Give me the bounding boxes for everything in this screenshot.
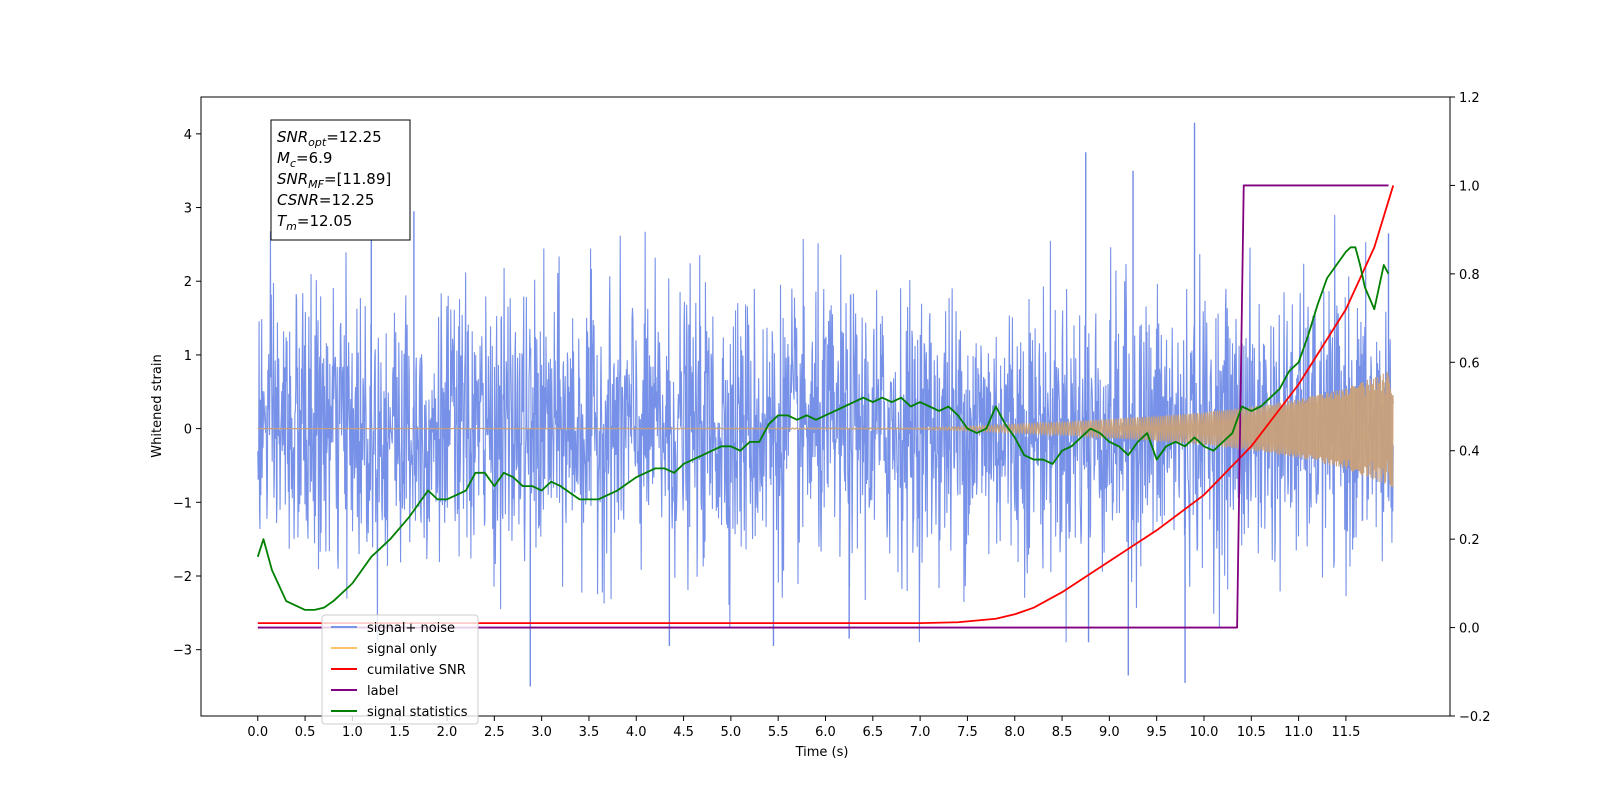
x-tick-label-17: 8.5 bbox=[1052, 725, 1073, 740]
annotation-line-3: CSNR=12.25 bbox=[277, 191, 374, 209]
y-tick-label-0: 4 bbox=[184, 128, 192, 143]
legend-label-4: signal statistics bbox=[367, 705, 468, 720]
series-signal-statistics-line bbox=[256, 246, 1390, 611]
y2-tick-label-2: 0.8 bbox=[1459, 268, 1480, 283]
y-tick-label-1: 3 bbox=[184, 202, 192, 217]
x-axis: 0.0 0.5 1.0 1.5 2.0 2.5 3.0 3.5 4.0 4.5 5.0 5.5 6.0 6… bbox=[247, 716, 1360, 740]
x-tick-label-10: 5.0 bbox=[721, 725, 742, 740]
annotation-line-2: SNRMF=[11.89] bbox=[277, 170, 391, 191]
annotation-line-0-value: =12.25 bbox=[326, 128, 382, 146]
annotation-line-0-sub: opt bbox=[308, 136, 327, 149]
x-tick-label-6: 3.0 bbox=[531, 725, 552, 740]
x-tick-label-0: 0.0 bbox=[247, 725, 268, 740]
legend-frame bbox=[321, 614, 479, 725]
annotation-line-1-main: M bbox=[277, 149, 290, 167]
x-tick-label-9: 4.5 bbox=[673, 725, 694, 740]
annotation-line-4: Tm=12.05 bbox=[277, 212, 352, 233]
x-tick-label-18: 9.0 bbox=[1099, 725, 1120, 740]
annotation-box-frame bbox=[270, 119, 411, 241]
x-tick-label-21: 10.5 bbox=[1237, 725, 1266, 740]
y2-tick-label-7: −0.2 bbox=[1459, 710, 1491, 725]
x-tick-label-2: 1.0 bbox=[342, 725, 363, 740]
x-axis-label: Time (s) bbox=[795, 745, 849, 760]
x-tick-label-11: 5.5 bbox=[768, 725, 789, 740]
legend-label-2: cumilative SNR bbox=[367, 663, 466, 678]
annotation-line-1-value: =6.9 bbox=[296, 149, 332, 167]
annotation-line-1-sub: c bbox=[290, 157, 296, 170]
x-tick-label-16: 8.0 bbox=[1004, 725, 1025, 740]
annotation-line-4-sub: m bbox=[286, 220, 297, 233]
y-axis-right: 1.2 1.0 0.8 0.6 0.4 0.2 0.0 −0.2 bbox=[1450, 91, 1491, 725]
annotation-line-0: SNRopt=12.25 bbox=[277, 128, 382, 149]
legend-label-1: signal only bbox=[367, 642, 437, 657]
legend: signal+ noise signal only cumilative SNR la… bbox=[321, 614, 479, 725]
y2-tick-label-4: 0.4 bbox=[1459, 445, 1480, 460]
y-tick-label-6: −2 bbox=[173, 570, 192, 585]
x-tick-label-3: 1.5 bbox=[389, 725, 410, 740]
annotation-line-1: Mc=6.9 bbox=[277, 149, 332, 170]
y2-tick-label-1: 1.0 bbox=[1459, 179, 1480, 194]
y-axis-label: Whitened strain bbox=[150, 354, 165, 457]
y2-tick-label-5: 0.2 bbox=[1459, 533, 1480, 548]
annotation-line-0-main: SNR bbox=[277, 128, 308, 146]
annotation-line-4-value: =12.05 bbox=[297, 212, 353, 230]
x-tick-label-19: 9.5 bbox=[1146, 725, 1167, 740]
x-tick-label-20: 10.0 bbox=[1190, 725, 1219, 740]
y-axis-left: 4 3 2 1 0 −1 −2 −3 bbox=[173, 128, 201, 659]
y-tick-label-5: −1 bbox=[173, 496, 192, 511]
x-tick-label-15: 7.5 bbox=[957, 725, 978, 740]
y-tick-label-4: 0 bbox=[184, 423, 192, 438]
x-tick-label-7: 3.5 bbox=[579, 725, 600, 740]
x-tick-label-8: 4.0 bbox=[626, 725, 647, 740]
series-layer bbox=[256, 122, 1395, 687]
x-tick-label-1: 0.5 bbox=[295, 725, 316, 740]
x-tick-label-12: 6.0 bbox=[815, 725, 836, 740]
series-signal-noise-line bbox=[257, 214, 1394, 643]
x-tick-label-23: 11.5 bbox=[1331, 725, 1360, 740]
series-cumilative-snr-line bbox=[257, 185, 1395, 625]
x-tick-label-13: 6.5 bbox=[862, 725, 883, 740]
series-signal-only-line bbox=[257, 372, 1394, 488]
y-tick-label-7: −3 bbox=[173, 644, 192, 659]
legend-label-0: signal+ noise bbox=[367, 621, 455, 636]
legend-label-3: label bbox=[367, 684, 398, 699]
x-tick-label-14: 7.0 bbox=[910, 725, 931, 740]
annotation-line-3-value: =12.25 bbox=[319, 191, 375, 209]
annotation-line-4-main: T bbox=[277, 212, 288, 230]
annotation-line-2-value: =[11.89] bbox=[324, 170, 391, 188]
stats-annotation-box: SNRopt=12.25Mc=6.9SNRMF=[11.89]CSNR=12.2… bbox=[270, 119, 411, 241]
annotation-line-2-main: SNR bbox=[277, 170, 308, 188]
y-tick-label-3: 1 bbox=[184, 349, 192, 364]
y-tick-label-2: 2 bbox=[184, 275, 192, 290]
x-tick-label-22: 11.0 bbox=[1284, 725, 1313, 740]
annotation-line-2-sub: MF bbox=[308, 178, 324, 191]
x-tick-label-4: 2.0 bbox=[437, 725, 458, 740]
y2-tick-label-6: 0.0 bbox=[1459, 622, 1480, 637]
y2-tick-label-0: 1.2 bbox=[1459, 91, 1480, 106]
x-tick-label-5: 2.5 bbox=[484, 725, 505, 740]
series-label-line bbox=[257, 184, 1389, 629]
annotation-line-3-main: CSNR bbox=[277, 191, 319, 209]
y2-tick-label-3: 0.6 bbox=[1459, 356, 1480, 371]
